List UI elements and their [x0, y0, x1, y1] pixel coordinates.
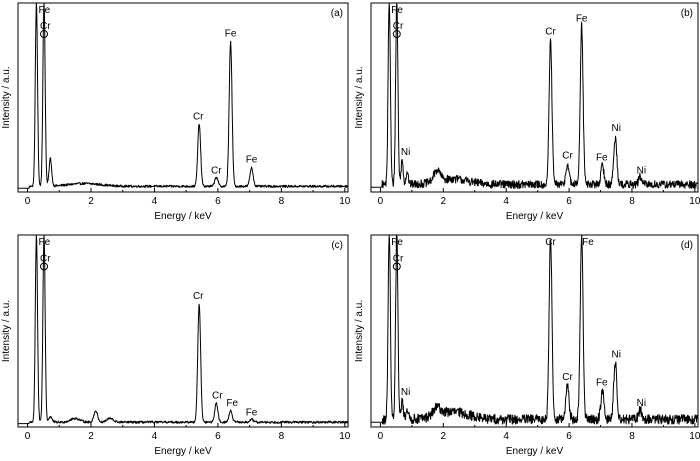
peak-marker-circle — [40, 262, 49, 271]
x-tick-label: 0 — [378, 196, 384, 207]
plot-frame — [17, 234, 349, 428]
peak-label: Ni — [612, 349, 621, 360]
plot-frame — [370, 2, 699, 193]
x-tick-label: 4 — [152, 196, 158, 207]
peak-label: Fe — [582, 237, 594, 248]
x-tick-label: 4 — [152, 431, 158, 442]
x-tick-label: 2 — [88, 196, 94, 207]
peak-label: Fe — [39, 237, 51, 248]
eds-panel-b: 0 2 4 6 8 10 Energy / keV Intensity / a.u. (b) Fe… — [354, 2, 700, 222]
x-tick-label: 0 — [378, 431, 384, 442]
eds-panel-a: 0 2 4 6 8 10 Energy / keV Intensity / a.u. (a) Fe… — [1, 2, 351, 222]
x-tick-label: 6 — [215, 431, 221, 442]
x-tick-label: 4 — [503, 431, 509, 442]
peak-label: Ni — [401, 147, 410, 158]
peak-label: Fe — [226, 398, 238, 409]
panel-label: (d) — [681, 240, 693, 251]
x-axis-label: Energy / keV — [154, 446, 212, 457]
peak-label: Cr — [562, 151, 573, 162]
spectrum-line — [17, 234, 349, 425]
x-tick-label: 6 — [215, 196, 221, 207]
peak-label: Cr — [393, 253, 404, 264]
peak-label: Ni — [637, 398, 646, 409]
peak-label: Cr — [211, 165, 222, 176]
eds-panel-c: 0 2 4 6 8 10 Energy / keV Intensity / a.u. (c) Fe… — [1, 234, 351, 457]
peak-label: Fe — [225, 28, 237, 39]
panel-label: (a) — [331, 8, 343, 19]
spectrum-line — [370, 2, 699, 189]
peak-label: Cr — [393, 21, 404, 32]
x-tick-label: 6 — [566, 431, 572, 442]
eds-panel-d: 0 2 4 6 8 10 Energy / keV Intensity / a.u. (d) Fe… — [354, 234, 700, 457]
peak-marker-circle — [40, 30, 49, 39]
peak-label: Ni — [401, 387, 410, 398]
peak-label: Fe — [391, 5, 403, 16]
x-tick-label: 2 — [441, 431, 447, 442]
x-tick-label: 0 — [25, 431, 31, 442]
peak-label: Fe — [246, 154, 258, 165]
x-tick-label: 4 — [503, 196, 509, 207]
x-tick-label: 8 — [629, 196, 635, 207]
plot-frame — [17, 2, 349, 193]
peak-label: Fe — [391, 237, 403, 248]
x-tick-label: 2 — [441, 196, 447, 207]
peak-label: Fe — [596, 152, 608, 163]
spectrum-line — [370, 234, 699, 425]
peak-marker-circle — [392, 30, 401, 39]
x-tick-label: 10 — [339, 431, 351, 442]
peak-label: Ni — [612, 123, 621, 134]
peak-label: Cr — [40, 21, 51, 32]
spectrum-line — [17, 2, 349, 189]
peak-label: Cr — [193, 291, 204, 302]
peak-label: Cr — [562, 372, 573, 383]
peak-label: Ni — [637, 165, 646, 176]
x-tick-label: 8 — [279, 431, 285, 442]
peak-label: Fe — [596, 378, 608, 389]
peak-label: Fe — [576, 14, 588, 25]
x-tick-label: 0 — [25, 196, 31, 207]
peak-marker-circle — [392, 262, 401, 271]
x-axis-label: Energy / keV — [154, 211, 212, 222]
peak-label: Fe — [39, 5, 51, 16]
x-tick-label: 10 — [689, 431, 700, 442]
x-tick-label: 8 — [279, 196, 285, 207]
x-tick-label: 8 — [629, 431, 635, 442]
x-tick-label: 10 — [689, 196, 700, 207]
y-axis-label: Intensity / a.u. — [1, 300, 12, 362]
x-tick-label: 2 — [88, 431, 94, 442]
x-tick-label: 6 — [566, 196, 572, 207]
y-axis-label: Intensity / a.u. — [1, 66, 12, 128]
peak-label: Cr — [545, 237, 556, 248]
plot-frame — [370, 234, 699, 428]
panel-label: (b) — [681, 8, 693, 19]
peak-label: Fe — [246, 408, 258, 419]
panel-label: (c) — [331, 240, 343, 251]
y-axis-label: Intensity / a.u. — [354, 300, 365, 362]
peak-label: Cr — [545, 27, 556, 38]
peak-label: Cr — [40, 253, 51, 264]
peak-label: Cr — [193, 112, 204, 123]
x-tick-label: 10 — [339, 196, 351, 207]
peak-label: Cr — [212, 391, 223, 402]
x-axis-label: Energy / keV — [506, 446, 564, 457]
y-axis-label: Intensity / a.u. — [354, 66, 365, 128]
x-axis-label: Energy / keV — [506, 211, 564, 222]
